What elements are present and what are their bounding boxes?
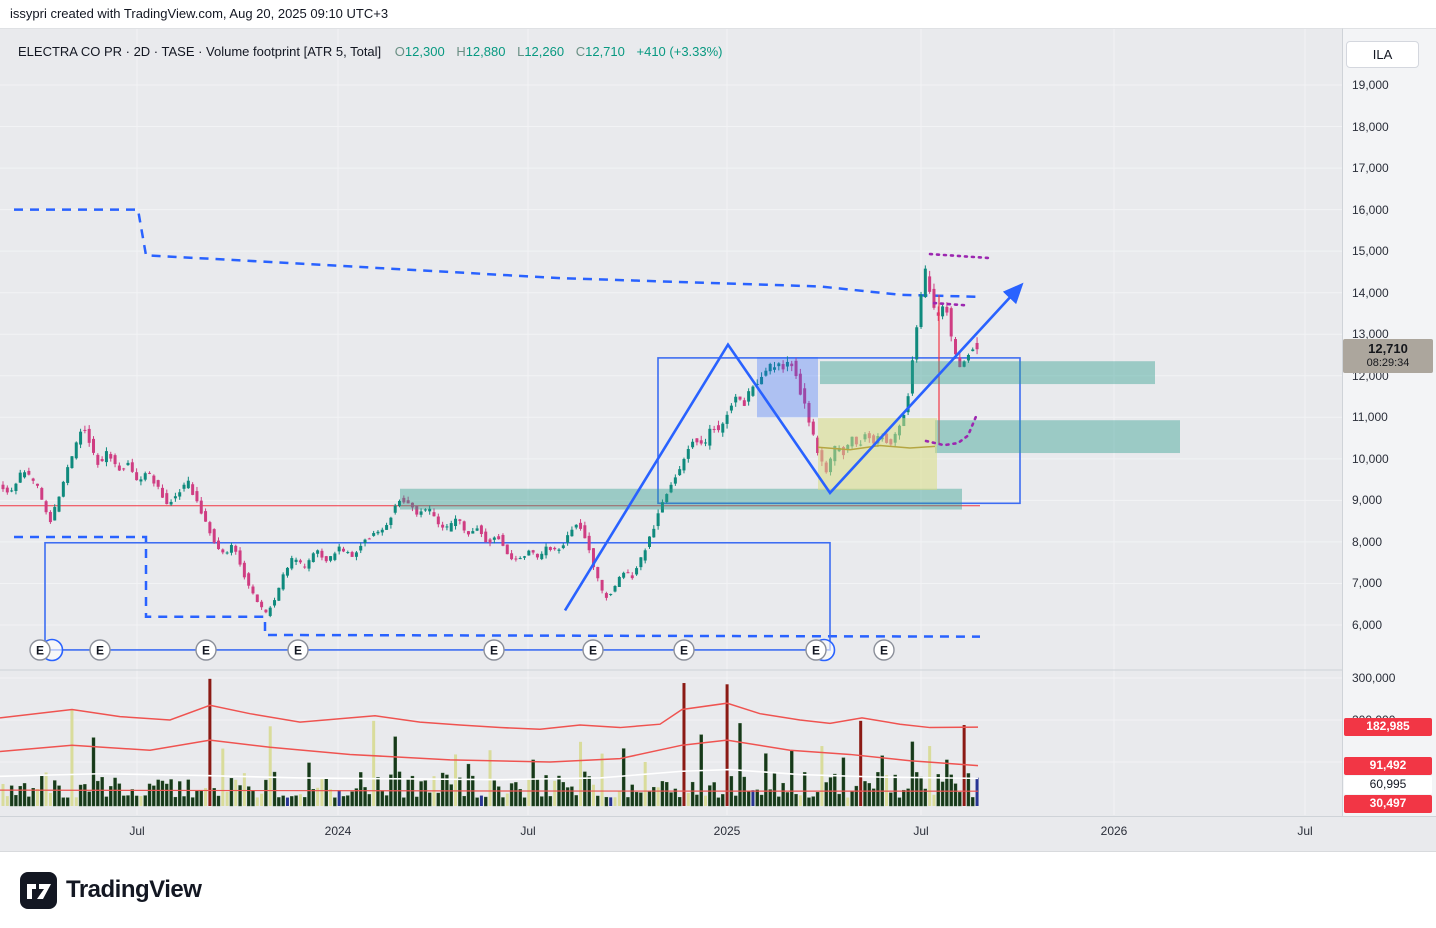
volume-ma-badge: 91,492	[1344, 756, 1432, 775]
price-tick-label: 8,000	[1352, 534, 1383, 549]
price-tick-label: 14,000	[1352, 285, 1389, 300]
tradingview-logo-text: TradingView	[66, 876, 202, 903]
symbol-description[interactable]: ELECTRA CO PR · 2D · TASE · Volume footp…	[18, 44, 382, 59]
volume-ma-badge: 30,497	[1344, 794, 1432, 813]
time-tick-label: Jul	[129, 824, 145, 838]
time-tick-label: Jul	[520, 824, 536, 838]
price-tick-label: 16,000	[1352, 202, 1389, 217]
volume-ma-badge: 182,985	[1344, 718, 1432, 737]
low-field: L12,260	[517, 44, 564, 59]
close-label: C	[575, 44, 586, 59]
time-tick-label: Jul	[1297, 824, 1313, 838]
open-value: 12,300	[404, 44, 445, 59]
chart-legend: ELECTRA CO PR · 2D · TASE · Volume footp…	[18, 44, 723, 59]
price-tick-label: 7,000	[1352, 576, 1383, 591]
high-field: H12,880	[456, 44, 505, 59]
currency-unit-label: ILA	[1372, 47, 1393, 62]
time-tick-label: Jul	[913, 824, 929, 838]
time-tick-label: 2025	[713, 824, 741, 838]
open-label: O	[394, 44, 405, 59]
time-axis-background[interactable]	[0, 816, 1436, 852]
last-price-value: 12,710	[1368, 341, 1408, 356]
price-tick-label: 10,000	[1352, 451, 1389, 466]
time-tick-label: 2026	[1100, 824, 1128, 838]
tradingview-logo-icon	[20, 871, 57, 909]
high-label: H	[456, 44, 466, 59]
volume-tick-label: 300,000	[1352, 671, 1396, 685]
price-tick-label: 19,000	[1352, 78, 1389, 92]
high-value: 12,880	[465, 44, 506, 59]
price-tick-label: 15,000	[1352, 244, 1389, 259]
open-field: O12,300	[395, 44, 445, 59]
close-value: 12,710	[585, 44, 625, 59]
price-tick-label: 13,000	[1352, 327, 1389, 342]
price-tick-label: 6,000	[1352, 618, 1383, 632]
low-value: 12,260	[524, 44, 565, 59]
price-scale-background[interactable]	[1342, 28, 1436, 816]
currency-unit-box[interactable]: ILA	[1346, 41, 1419, 68]
credit-line: issypri created with TradingView.com, Au…	[0, 0, 1436, 28]
low-label: L	[517, 44, 525, 59]
footer: TradingView	[0, 852, 1436, 928]
change-value: +410 (+3.33%)	[636, 44, 723, 59]
price-tick-label: 9,000	[1352, 493, 1383, 508]
price-tick-label: 17,000	[1352, 161, 1389, 176]
price-tick-label: 18,000	[1352, 119, 1389, 134]
time-tick-label: 2024	[324, 824, 352, 838]
close-field: C12,710	[576, 44, 625, 59]
last-price-badge: 12,710 08:29:34	[1343, 339, 1433, 373]
volume-ma-badge: 60,995	[1344, 775, 1432, 794]
price-tick-label: 11,000	[1352, 410, 1388, 425]
chart-pane-background[interactable]	[0, 28, 1342, 816]
bar-countdown: 08:29:34	[1366, 357, 1410, 369]
tradingview-logo[interactable]: TradingView	[20, 871, 202, 909]
